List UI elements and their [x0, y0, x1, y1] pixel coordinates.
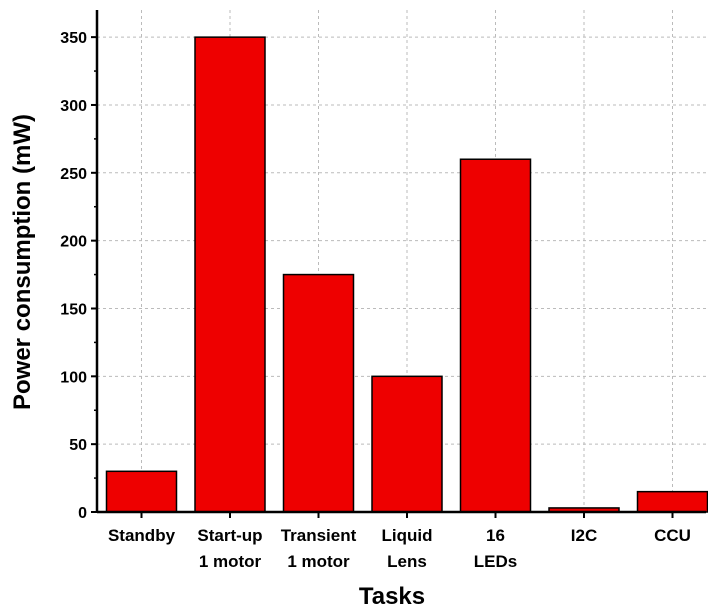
bars	[105, 36, 708, 513]
y-tick-label: 0	[78, 505, 87, 522]
x-category-label: 16	[486, 526, 505, 545]
y-tick-label: 50	[69, 437, 87, 454]
bar	[459, 158, 532, 513]
y-tick-label: 350	[60, 30, 87, 47]
y-tick-label: 150	[60, 301, 87, 318]
x-category-label: Standby	[108, 526, 176, 545]
y-tick-label: 300	[60, 98, 87, 115]
x-category-label: CCU	[654, 526, 691, 545]
x-category-label: Start-up	[197, 526, 262, 545]
bar	[636, 490, 708, 513]
y-tick-labels: 0 50 100 150 200 250 300 350	[60, 30, 87, 522]
y-tick-label: 100	[60, 369, 87, 386]
y-axis-title: Power consumption (mW)	[9, 114, 36, 410]
bar	[194, 36, 266, 513]
axes	[91, 10, 706, 518]
y-tick-label: 200	[60, 234, 87, 251]
x-category-label: Liquid	[382, 526, 433, 545]
x-category-label: Lens	[387, 552, 427, 571]
x-category-label: Transient	[281, 526, 357, 545]
bar	[282, 273, 355, 513]
x-category-label: LEDs	[474, 552, 517, 571]
bar	[371, 375, 443, 513]
x-axis-title: Tasks	[359, 583, 425, 610]
x-category-label: 1 motor	[287, 552, 350, 571]
x-category-labels: Standby Start-up 1 motor Transient 1 motor Li…	[108, 526, 691, 571]
y-tick-label: 250	[60, 166, 87, 183]
x-category-label: 1 motor	[199, 552, 262, 571]
bar	[105, 470, 178, 513]
x-category-label: I2C	[571, 526, 597, 545]
